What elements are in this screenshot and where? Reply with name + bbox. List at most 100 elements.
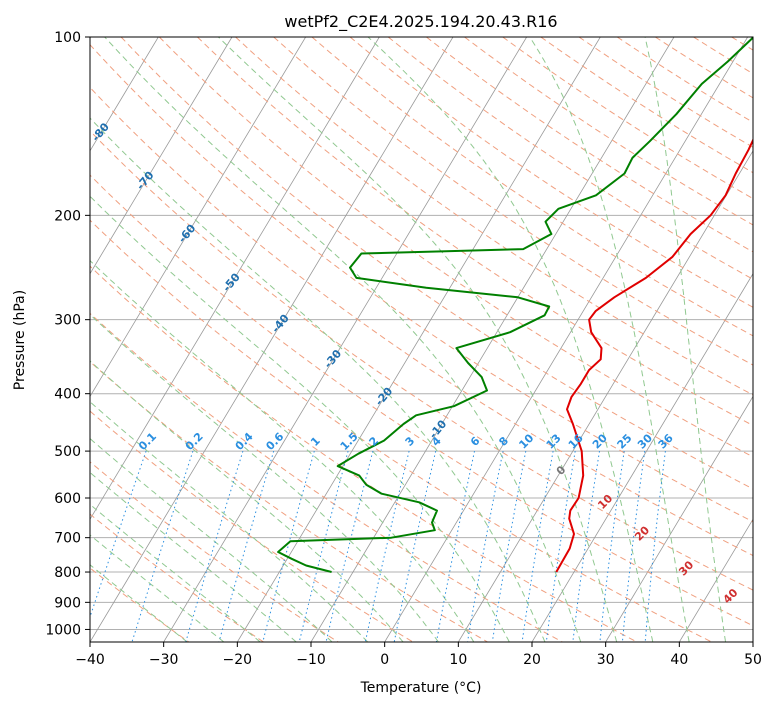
moist-adiabat-line <box>90 437 333 642</box>
isotherm-line <box>384 37 749 642</box>
mixing-ratio-line <box>262 450 315 642</box>
x-tick-label: 0 <box>380 652 389 668</box>
mixing-ratio-line <box>90 450 147 619</box>
moist-adiabat-line <box>90 313 439 642</box>
dry-adiabat-label: -50 <box>220 270 243 294</box>
mixing-ratio-line <box>545 451 576 642</box>
isotherm-line <box>531 272 753 642</box>
dry-adiabat-line <box>90 43 753 523</box>
x-tick-label: 40 <box>670 652 688 668</box>
moist-adiabat-line <box>90 564 188 642</box>
isotherm-line <box>163 37 528 642</box>
y-tick-label: 300 <box>54 313 81 329</box>
line-labels: -100-90-80-70-60-50-40-30-20-100.1 0.2 0.4… <box>38 82 741 606</box>
y-tick-label: 200 <box>54 208 81 224</box>
x-tick-label: 50 <box>744 652 762 668</box>
dry-adiabat-line <box>273 37 753 366</box>
dry-adiabat-label: -90 <box>38 82 61 106</box>
moist-adiabat-line <box>529 37 690 642</box>
isotherm-line <box>90 37 233 275</box>
isotherm-line <box>0 37 11 642</box>
moist-adiabat-line <box>90 259 475 642</box>
x-tick-label: 20 <box>523 652 541 668</box>
mixing-ratio-label: 30 <box>635 431 655 451</box>
moist-adiabat-line <box>90 401 368 642</box>
moist-adiabat-line <box>90 360 404 642</box>
mixing-ratio-label: 10 <box>516 431 536 451</box>
mixing-ratio-line <box>621 451 646 642</box>
moist-adiabat-line <box>367 37 654 642</box>
mixing-ratio-line <box>467 450 504 642</box>
dry-adiabat-line <box>90 360 488 642</box>
moist-adiabat-line <box>90 534 225 642</box>
dry-adiabat-line <box>540 37 753 174</box>
x-axis: −40 −30 −20 −10 0 10 20 30 40 50 <box>75 642 762 668</box>
mixing-ratio-line <box>393 450 437 642</box>
moist-adiabat-line <box>104 37 582 642</box>
y-tick-label: 600 <box>54 491 81 507</box>
dry-adiabat-line <box>90 130 753 591</box>
mixing-ratio-line <box>644 451 666 642</box>
dry-adiabat-line <box>120 37 753 490</box>
dry-adiabat-line <box>90 461 339 642</box>
moist-adiabat-line <box>644 37 727 642</box>
x-tick-label: −10 <box>296 652 326 668</box>
dry-adiabat-line <box>90 219 712 642</box>
dry-adiabat-line <box>349 37 753 308</box>
mixing-ratio-line <box>521 451 554 642</box>
isotherm-line <box>90 37 159 152</box>
mixing-ratio-line <box>572 451 600 642</box>
dry-adiabat-line <box>158 37 753 458</box>
dry-adiabat-line <box>90 410 414 642</box>
mixing-ratio-label: 0.2 <box>183 430 206 453</box>
moist-adiabat-line <box>90 117 546 642</box>
isotherm-line <box>90 37 307 398</box>
y-axis: 100 200 300 400 500 600 700 800 900 1000 <box>45 30 90 638</box>
dry-adiabat-label: -80 <box>89 120 112 144</box>
x-tick-label: 30 <box>597 652 615 668</box>
mixing-ratio-line <box>491 451 527 642</box>
moist-adiabat-label: 30 <box>676 558 696 578</box>
x-axis-label: Temperature (°C) <box>360 680 482 696</box>
mixing-ratio-label: 25 <box>615 432 635 452</box>
mixing-ratio-line <box>599 451 625 642</box>
dry-adiabat-line <box>90 265 638 642</box>
moist-adiabat-line <box>90 471 297 642</box>
plot-frame <box>89 36 754 643</box>
moist-adiabat-line <box>90 195 510 642</box>
mixing-ratio-label: 36 <box>656 431 676 451</box>
y-tick-label: 100 <box>54 30 81 46</box>
mixing-ratio-label: 0.4 <box>233 430 256 453</box>
dry-adiabat-line <box>770 37 775 642</box>
dry-adiabat-line <box>693 37 753 75</box>
mixing-ratio-label: 6 <box>468 434 483 449</box>
isotherm-line <box>457 150 753 642</box>
mixing-ratio-label: 1.5 <box>338 430 361 453</box>
dry-adiabat-line <box>616 37 753 123</box>
y-tick-label: 800 <box>54 565 81 581</box>
mixing-ratio-label: 13 <box>544 432 564 452</box>
mixing-ratio-label: 3 <box>403 434 418 449</box>
dry-adiabat-line <box>197 37 753 427</box>
x-tick-label: 10 <box>449 652 467 668</box>
mixing-ratio-label: 1 <box>308 434 323 449</box>
mixing-ratio-line <box>364 450 410 642</box>
dry-adiabat-label: -40 <box>269 312 292 336</box>
chart-title: wetPf2_C2E4.2025.194.20.43.R16 <box>284 12 557 32</box>
isotherm-line <box>678 518 753 642</box>
y-tick-label: 700 <box>54 531 81 547</box>
isotherm-line <box>752 641 753 642</box>
dry-adiabat-label: -60 <box>176 222 199 246</box>
dry-adiabat-line <box>90 567 190 642</box>
dry-adiabat-line <box>426 37 753 253</box>
x-tick-label: −40 <box>75 652 105 668</box>
x-tick-label: −20 <box>223 652 253 668</box>
dry-adiabat-label: -70 <box>134 169 157 193</box>
y-tick-label: 1000 <box>45 622 81 638</box>
mixing-ratio-line <box>218 450 275 642</box>
moist-adiabat-line <box>90 503 261 642</box>
dewpoint-line <box>277 37 753 573</box>
y-axis-label: Pressure (hPa) <box>12 290 28 390</box>
mixing-ratio-label: 0.6 <box>263 430 286 453</box>
dry-adiabat-line <box>311 37 753 337</box>
